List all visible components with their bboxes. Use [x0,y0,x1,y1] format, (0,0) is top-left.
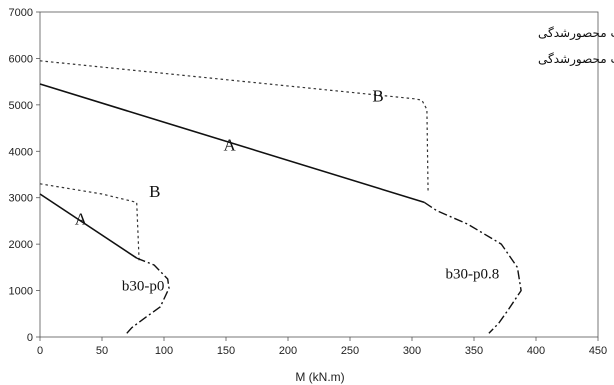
plot-frame [39,11,599,338]
curve-annotation: b30-p0 [122,279,165,295]
x-tick-label: 400 [527,345,545,357]
x-tick-label: 200 [279,345,297,357]
legend-entry: (A) روش کلاسیک بدون اثرات محصورشدگی [538,26,614,41]
x-tick-label: 350 [465,345,483,357]
legend: (A) روش کلاسیک بدون اثرات محصورشدگی (B) ر… [538,26,614,67]
y-tick-label: 4000 [9,146,33,158]
x-axis-title: M (kN.m) [295,370,344,384]
series-solid-line [39,83,425,204]
x-tick-label: 0 [37,345,43,357]
legend-entry: (B) روش پیشنهادی با اثرات محصورشدگی [538,52,614,67]
series-dotted-line [39,183,140,263]
y-tick-label: 3000 [9,193,33,205]
series-dotted-line [39,60,429,194]
series-dashdot-line [126,257,170,334]
x-tick-label: 50 [96,345,108,357]
curve-annotation: b30-p0.8 [445,267,499,283]
axes: 0 50 100 150 200 250 300 350 400 450 0 1000 2000 3000… [9,7,608,357]
x-tick-label: 450 [589,345,607,357]
series-label-A: A [224,135,237,154]
x-tick-label: 250 [341,345,359,357]
series-dashdot-line [424,201,522,334]
x-tick-label: 150 [217,345,235,357]
x-tick-label: 100 [155,345,173,357]
series-label-B: B [372,87,383,106]
series-solid-line [39,193,138,259]
y-tick-label: 6000 [9,53,33,65]
y-tick-label: 1000 [9,286,33,298]
series-label-B: B [149,182,160,201]
series-label-A: A [75,210,88,229]
y-tick-label: 7000 [9,7,33,19]
curves [39,60,522,334]
y-tick-label: 2000 [9,239,33,251]
y-tick-label: 0 [27,332,33,344]
x-tick-label: 300 [403,345,421,357]
y-tick-label: 5000 [9,100,33,112]
